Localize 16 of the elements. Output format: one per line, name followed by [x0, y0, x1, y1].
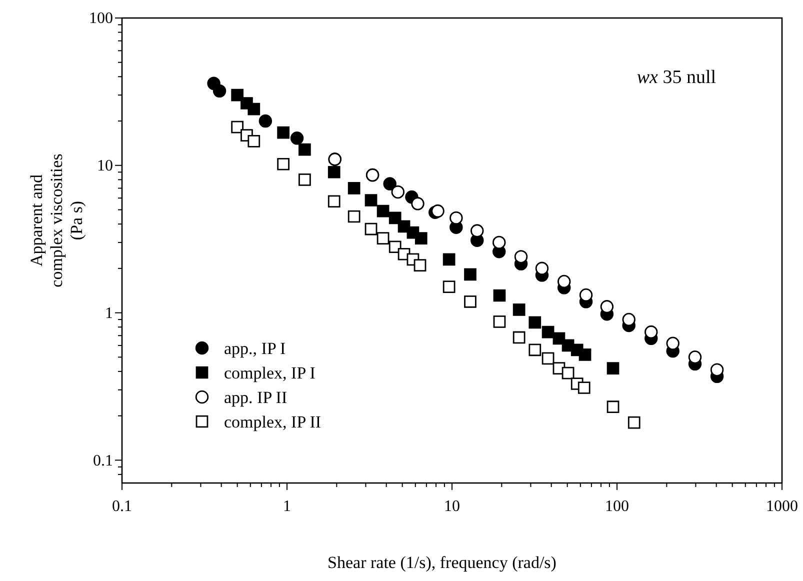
x-tick-label: 1 — [283, 498, 291, 516]
legend-label: app. IP II — [224, 388, 288, 407]
x-tick-label: 10 — [444, 498, 460, 516]
x-tick-label: 100 — [605, 498, 629, 516]
x-axis-title: Shear rate (1/s), frequency (rad/s) — [328, 553, 556, 572]
annotation: wx 35 null — [636, 67, 716, 88]
legend-label: app., IP I — [224, 339, 286, 358]
x-tick-label: 0.1 — [112, 498, 132, 516]
legend-label: complex, IP II — [224, 412, 322, 432]
y-tick-label: 10 — [97, 158, 113, 175]
legend-label: complex, IP I — [224, 364, 316, 382]
y-tick-label: 1 — [105, 304, 113, 322]
x-tick-label: 1000 — [766, 498, 798, 516]
y-tick-label: 0.1 — [93, 452, 113, 470]
y-axis-title: Apparent and complex viscosities (Pa s) — [27, 154, 86, 288]
y-tick-label: 100 — [89, 10, 113, 28]
